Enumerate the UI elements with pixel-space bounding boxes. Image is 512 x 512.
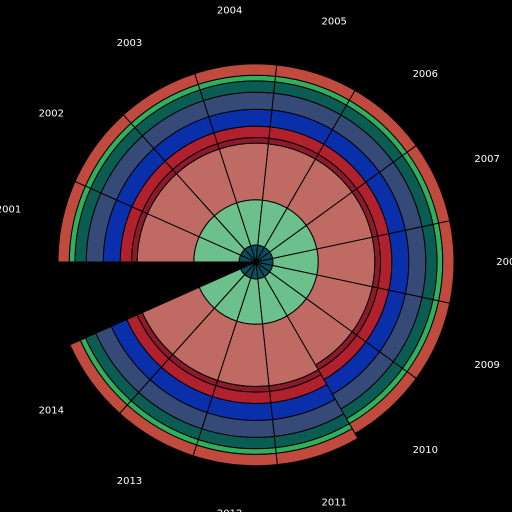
segment-2014-layer-10: [69, 339, 128, 415]
year-label-2008: 2008: [496, 257, 512, 268]
segment-2008-layer-7: [404, 226, 427, 298]
year-label-2006: 2006: [413, 69, 438, 80]
year-label-2010: 2010: [413, 445, 438, 456]
year-label-2012: 2012: [217, 509, 242, 512]
year-label-2002: 2002: [39, 108, 64, 119]
year-label-2013: 2013: [117, 476, 142, 487]
year-labels: 2001 2002 2003 2004 2005 2006 2007 2008 2009 2010…: [0, 5, 512, 512]
year-label-2007: 2007: [474, 154, 499, 165]
chart-segments: [57, 63, 455, 467]
year-label-2001: 2001: [0, 204, 21, 215]
year-label-2011: 2011: [321, 498, 346, 509]
segment-2008-layer-6: [388, 229, 410, 295]
year-label-2004: 2004: [217, 5, 242, 16]
year-label-2003: 2003: [117, 38, 142, 49]
year-label-2005: 2005: [321, 16, 346, 27]
year-label-2009: 2009: [474, 360, 499, 371]
year-label-2014: 2014: [39, 406, 64, 417]
